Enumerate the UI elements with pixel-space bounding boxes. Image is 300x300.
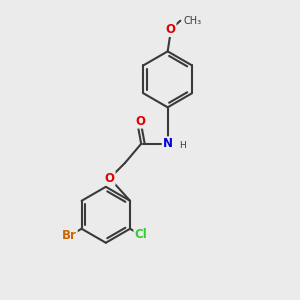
Text: O: O	[105, 172, 115, 185]
Text: Cl: Cl	[134, 228, 147, 242]
Text: H: H	[179, 141, 186, 150]
Text: Br: Br	[62, 229, 77, 242]
Text: CH₃: CH₃	[184, 16, 202, 26]
Text: O: O	[166, 23, 176, 36]
Text: O: O	[135, 115, 145, 128]
Text: N: N	[163, 137, 173, 150]
